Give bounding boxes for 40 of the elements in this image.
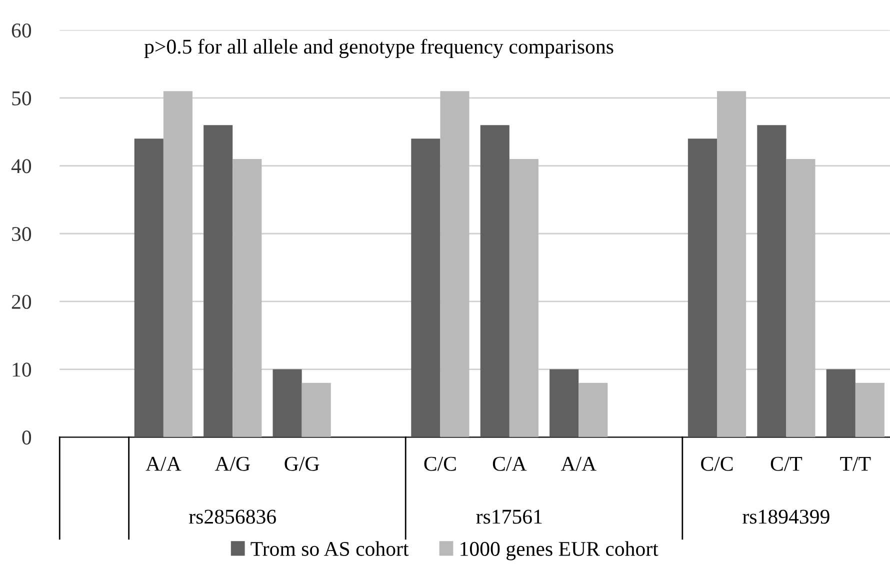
x-tick-label: T/T (840, 456, 871, 471)
text: rs17561 (476, 510, 542, 524)
y-tick-label: 40 (11, 159, 32, 174)
bar (440, 91, 470, 438)
bar (302, 382, 331, 438)
bar (134, 138, 164, 438)
x-tick-label: G/G (284, 456, 320, 471)
x-tick-label: C/A (492, 456, 527, 471)
x-tick-label: C/C (701, 456, 733, 471)
x-tick-label: A/A (146, 456, 182, 471)
text: rs1894399 (742, 510, 830, 524)
bar (855, 382, 884, 438)
x-tick-label: C/T (770, 456, 802, 471)
bar (480, 125, 510, 438)
bar (688, 138, 718, 438)
y-tick-label: 30 (12, 227, 32, 242)
bar (578, 382, 608, 438)
x-tick-label: C/C (424, 456, 456, 471)
bar (163, 91, 192, 438)
bar (272, 369, 302, 438)
text: rs2856836 (189, 510, 276, 524)
bar (411, 138, 440, 438)
y-tick-label: 10 (12, 362, 32, 377)
bar (786, 159, 816, 438)
y-tick-label: 0 (22, 430, 32, 445)
y-tick-label: 60 (12, 23, 32, 38)
bar (509, 159, 538, 438)
legend-label: Trom so AS cohort (250, 541, 409, 556)
x-tick-label: A/A (560, 456, 596, 471)
bar (757, 125, 786, 438)
bar (232, 159, 262, 438)
bar (717, 91, 746, 438)
bar (204, 125, 233, 438)
x-tick-label: A/G (214, 456, 250, 471)
legend-label: 1000 genes EUR cohort (460, 541, 658, 560)
y-tick-label: 50 (12, 91, 32, 106)
y-tick-label: 20 (12, 294, 32, 309)
bar (550, 369, 579, 438)
annotation: p>0.5 for all allele and genotype frequency comparisons (144, 38, 614, 58)
bar (826, 369, 856, 438)
